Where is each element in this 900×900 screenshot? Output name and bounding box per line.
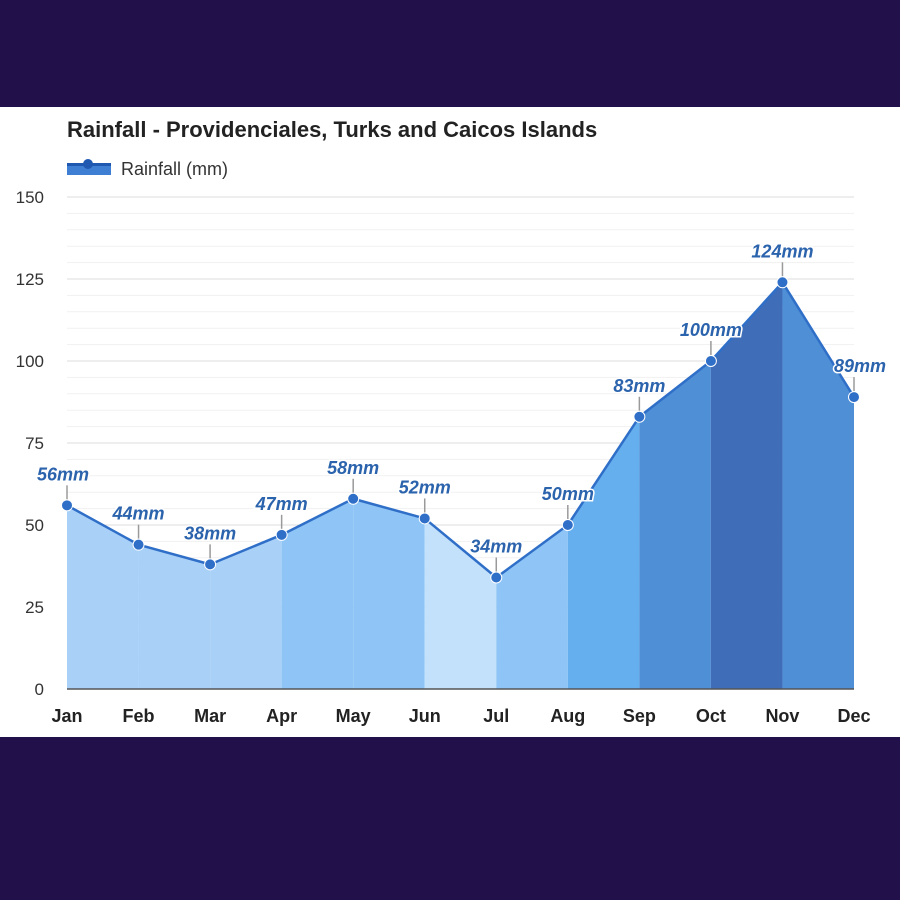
- area-band: [210, 534, 282, 689]
- rainfall-chart: 0 25 50 75 100 125 150 56mm 44mm 38mm 47mm 58mm 52mm…: [16, 188, 888, 726]
- data-label: 89mm: [834, 356, 886, 376]
- area-band: [710, 282, 783, 689]
- area-band: [424, 518, 497, 689]
- area-band: [138, 544, 211, 689]
- data-point: [776, 276, 789, 289]
- data-label: 52mm: [399, 477, 451, 497]
- data-point: [418, 512, 431, 525]
- area-band: [281, 498, 354, 689]
- data-label: 124mm: [751, 241, 813, 261]
- y-tick-label: 50: [25, 516, 44, 535]
- legend[interactable]: Rainfall (mm): [67, 157, 228, 181]
- area-band: [353, 498, 425, 689]
- x-tick-label: Jul: [483, 706, 509, 726]
- x-tick-label: Oct: [696, 706, 726, 726]
- x-tick-label: Jan: [51, 706, 82, 726]
- chart-title: Rainfall - Providenciales, Turks and Cai…: [67, 117, 598, 142]
- data-label: 58mm: [327, 458, 379, 478]
- data-point: [490, 571, 503, 584]
- area-band: [782, 282, 854, 689]
- data-point: [275, 528, 288, 541]
- x-tick-label: Mar: [194, 706, 226, 726]
- y-tick-label: 0: [35, 680, 44, 699]
- x-tick-label: May: [336, 706, 371, 726]
- area-band: [639, 361, 711, 689]
- data-label: 44mm: [112, 504, 165, 524]
- legend-dot: [83, 159, 93, 169]
- data-label: 50mm: [542, 484, 594, 504]
- area-band: [496, 525, 568, 689]
- x-tick-label: Aug: [550, 706, 585, 726]
- x-tick-label: Jun: [409, 706, 441, 726]
- data-point: [132, 538, 145, 551]
- data-label: 83mm: [613, 376, 665, 396]
- data-point: [561, 519, 574, 531]
- legend-label: Rainfall (mm): [121, 158, 229, 179]
- x-tick-label: Feb: [123, 706, 155, 726]
- y-tick-label: 125: [16, 270, 44, 289]
- data-point: [848, 391, 860, 404]
- data-label: 56mm: [37, 464, 89, 484]
- area-band: [567, 416, 640, 689]
- area-band: [67, 505, 139, 689]
- y-tick-label: 25: [25, 598, 44, 617]
- chart-panel: Rainfall - Providenciales, Turks and Cai…: [0, 107, 900, 737]
- legend-swatch: [67, 159, 111, 175]
- data-label: 38mm: [184, 523, 236, 543]
- x-tick-label: Sep: [623, 706, 656, 726]
- data-point: [347, 492, 360, 505]
- data-point: [704, 355, 717, 367]
- y-tick-label: 100: [16, 352, 44, 371]
- data-label: 100mm: [680, 320, 742, 340]
- data-point: [204, 558, 217, 571]
- data-label: 47mm: [255, 494, 308, 514]
- y-tick-label: 150: [16, 188, 44, 207]
- x-tick-label: Apr: [266, 706, 297, 726]
- data-point: [61, 499, 73, 512]
- data-label: 34mm: [470, 536, 522, 556]
- data-point: [633, 410, 646, 423]
- y-tick-label: 75: [25, 434, 44, 453]
- x-tick-label: Dec: [837, 706, 870, 726]
- series-line: [66, 281, 856, 579]
- x-tick-label: Nov: [765, 706, 799, 726]
